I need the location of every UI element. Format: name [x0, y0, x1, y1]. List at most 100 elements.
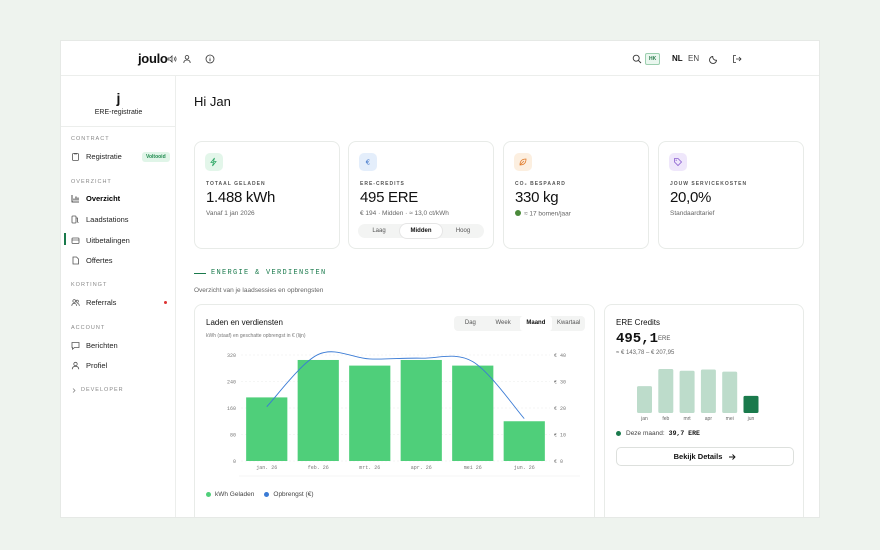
- card-value: 1.488 kWh: [206, 189, 276, 206]
- sidebar-divider: [61, 126, 176, 127]
- tab-week[interactable]: Week: [495, 320, 511, 326]
- revenue-line: [266, 351, 525, 419]
- brand-subtitle: ERE-registratie: [94, 109, 143, 116]
- status-badge: Voltooid: [142, 152, 170, 162]
- heading-rule: [194, 272, 206, 274]
- month-bar[interactable]: [679, 370, 695, 413]
- card-subtext-value: Standaardtarief: [670, 210, 715, 217]
- bar[interactable]: [503, 421, 545, 461]
- sidebar-item-referrals[interactable]: Referrals: [71, 295, 171, 309]
- bar[interactable]: [452, 365, 494, 461]
- app-logo[interactable]: joulo: [138, 51, 168, 66]
- combo-chart: 0 € 0 80 € 10 160 € 20 240 € 30 320 € 40 jan. 26 fe…: [227, 351, 580, 477]
- sidebar-item-developer[interactable]: DEVELOPER: [71, 383, 171, 397]
- card-value: 495 ERE: [360, 189, 418, 206]
- sidebar-item-label: DEVELOPER: [81, 387, 124, 393]
- bar[interactable]: [400, 359, 442, 461]
- y-tick-right: € 0: [554, 459, 563, 465]
- chart-legend: kWh Geladen Opbrengst (€): [206, 491, 314, 498]
- user-icon: [71, 361, 80, 370]
- sidebar-item-label: Profiel: [86, 360, 108, 370]
- card-label: TOTAAL GELADEN: [206, 181, 266, 187]
- y-tick-right: € 20: [554, 406, 566, 412]
- app-window: joulo HK NL EN j ERE-registratie CONTRAC…: [60, 40, 820, 518]
- card-subtext: Vanaf 1 jan 2026: [206, 210, 255, 217]
- month-label: feb: [662, 416, 669, 422]
- sidebar-item-uitbetalingen[interactable]: Uitbetalingen: [71, 233, 171, 247]
- x-tick: jan. 26: [256, 465, 277, 471]
- users-icon: [71, 298, 80, 307]
- section-label-account: ACCOUNT: [71, 325, 106, 331]
- view-details-button[interactable]: Bekijk Details: [616, 447, 794, 466]
- card-subtext-value: € 194 · Midden · ≈ 13,0 ct/kWh: [360, 210, 449, 217]
- y-tick-right: € 30: [554, 379, 566, 385]
- svg-text:€: €: [366, 159, 370, 167]
- tab-maand[interactable]: Maand: [519, 316, 553, 331]
- y-tick-left: 160: [227, 406, 236, 412]
- moon-icon[interactable]: [709, 51, 723, 65]
- tier-high[interactable]: Hoog: [455, 228, 471, 234]
- sidebar-item-laadstations[interactable]: Laadstations: [71, 212, 171, 226]
- chart-subtitle: kWh (staaf) en geschatte opbrengst in € …: [206, 333, 306, 339]
- month-bar[interactable]: [637, 386, 652, 413]
- arrow-right-icon: [728, 453, 737, 461]
- card-value: 330 kg: [515, 189, 559, 206]
- month-bar[interactable]: [700, 369, 716, 413]
- user-icon[interactable]: [182, 51, 196, 65]
- wallet-icon: [71, 236, 80, 245]
- logout-icon[interactable]: [732, 51, 746, 65]
- ere-value: 495,1: [616, 331, 659, 347]
- card-subtext: ≈ 17 bomen/jaar: [515, 210, 571, 218]
- ere-credits-panel: ERE Credits 495,1 ERE ≈ € 143,78 – € 207…: [604, 304, 804, 517]
- tag-icon: [669, 153, 687, 171]
- section-label-overzicht: OVERZICHT: [71, 179, 112, 185]
- stat-card: CO₂ BESPAARD 330 kg ≈ 17 bomen/jaar: [503, 141, 649, 249]
- stat-card: € ERE-CREDITS 495 ERE € 194 · Midden · ≈…: [348, 141, 494, 249]
- info-icon[interactable]: [205, 51, 219, 65]
- bar[interactable]: [297, 359, 339, 461]
- ere-range: ≈ € 143,78 – € 207,95: [616, 350, 675, 356]
- month-bar[interactable]: [722, 371, 738, 413]
- card-label: CO₂ BESPAARD: [515, 181, 566, 187]
- lang-en-button[interactable]: EN: [688, 54, 700, 63]
- search-icon[interactable]: [632, 51, 646, 65]
- legend-swatch-kwh: [206, 492, 211, 497]
- period-tabs: Dag Week Maand Kwartaal: [454, 316, 585, 331]
- tier-low[interactable]: Laag: [372, 228, 386, 234]
- card-subtext: € 194 · Midden · ≈ 13,0 ct/kWh: [360, 210, 449, 217]
- tab-dag[interactable]: Dag: [464, 320, 476, 326]
- card-subtext: Standaardtarief: [670, 210, 714, 217]
- card-label: ERE-CREDITS: [360, 181, 405, 187]
- sidebar-item-registratie[interactable]: Registratie: [71, 149, 171, 163]
- tier-segment: Laag Midden Hoog: [358, 224, 484, 238]
- chart-title: Laden en verdiensten: [206, 318, 283, 327]
- legend-label-eur: Opbrengst (€): [273, 491, 314, 498]
- y-tick-left: 80: [230, 432, 236, 438]
- ere-monthly-chart: jan feb mrt apr mei jun: [637, 369, 759, 422]
- y-tick-left: 0: [233, 459, 236, 465]
- sidebar-item-overzicht[interactable]: Overzicht: [71, 191, 171, 205]
- month-bar[interactable]: [743, 395, 759, 413]
- tab-kwartaal[interactable]: Kwartaal: [556, 320, 581, 326]
- x-tick: mei 26: [464, 465, 482, 471]
- x-tick: jun. 26: [514, 465, 535, 471]
- sidebar-item-label: Laadstations: [86, 214, 129, 224]
- bar-chart-icon: [71, 194, 80, 203]
- sidebar-item-profiel[interactable]: Profiel: [71, 358, 171, 372]
- clipboard-icon: [71, 152, 80, 161]
- x-tick: mrt. 26: [359, 465, 380, 471]
- lang-nl-button[interactable]: NL: [672, 54, 683, 63]
- bar[interactable]: [246, 397, 288, 461]
- region-badge[interactable]: HK: [645, 53, 661, 65]
- speaker-icon[interactable]: [167, 51, 181, 65]
- y-tick-left: 240: [227, 379, 236, 385]
- sidebar-item-berichten[interactable]: Berichten: [71, 338, 171, 352]
- tree-icon: [515, 210, 521, 216]
- month-bar[interactable]: [658, 369, 674, 413]
- bar[interactable]: [349, 365, 391, 461]
- ere-this-month: Deze maand: 39,7 ERE: [616, 430, 700, 437]
- card-label: JOUW SERVICEKOSTEN: [670, 181, 748, 187]
- legend-swatch-eur: [264, 492, 270, 497]
- tier-mid[interactable]: Midden: [400, 224, 442, 238]
- sidebar-item-offertes[interactable]: Offertes: [71, 253, 171, 267]
